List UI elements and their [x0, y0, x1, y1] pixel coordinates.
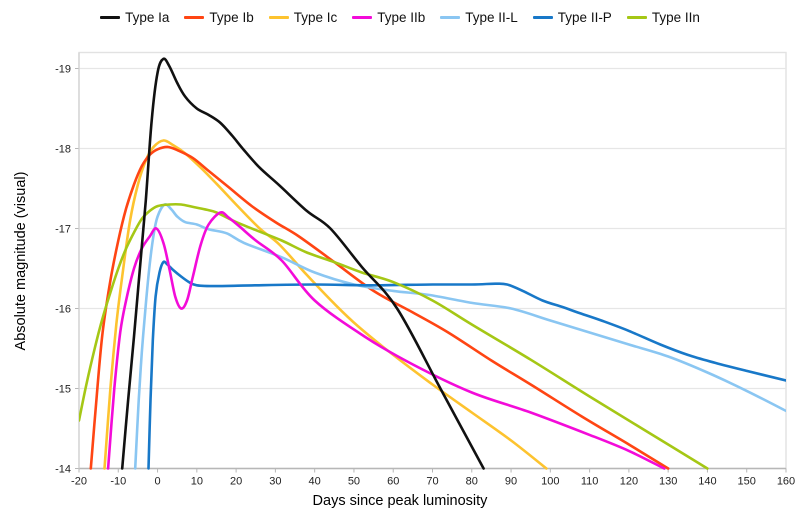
y-tick-label: -14 [55, 464, 71, 476]
legend-swatch [532, 15, 553, 19]
legend-swatch [268, 15, 289, 19]
x-tick-label: 140 [698, 476, 716, 488]
legend-item-type-ia: Type Ia [100, 10, 169, 25]
x-axis-label: Days since peak luminosity [312, 493, 488, 509]
y-tick-label: -17 [55, 224, 71, 236]
legend-item-type-ic: Type Ic [268, 9, 338, 25]
x-tick-label: 30 [269, 476, 281, 488]
series-line-type-iib [106, 210, 666, 470]
x-tick-label: 90 [505, 476, 517, 488]
y-tick-label: -18 [55, 144, 71, 156]
legend-item-type-ii-l: Type II-L [440, 10, 518, 25]
legend-swatch [100, 15, 121, 19]
x-tick-label: 160 [777, 476, 795, 488]
x-tick-label: 110 [581, 476, 599, 488]
legend-item-type-iib: Type IIb [352, 10, 425, 25]
x-tick-label: 50 [348, 476, 360, 488]
legend-item-type-iin: Type IIn [626, 9, 700, 25]
legend-label: Type Ib [209, 9, 254, 25]
series-line-type-ib [89, 145, 670, 470]
series-line-type-iin [79, 202, 709, 470]
legend-swatch [626, 15, 647, 19]
x-tick-label: 60 [387, 476, 399, 488]
y-tick-label: -15 [55, 384, 71, 396]
x-tick-label: 130 [659, 476, 677, 488]
x-tick-label: 150 [738, 476, 756, 488]
y-axis-label: Absolute magnitude (visual) [13, 171, 29, 351]
legend-label: Type Ic [293, 9, 338, 25]
x-tick-label: 100 [541, 476, 559, 488]
legend-swatch [184, 15, 205, 19]
chart-legend: Type Ia Type Ib Type Ic Type IIb Type II-L Ty… [0, 6, 800, 28]
y-tick-label: -19 [55, 64, 71, 76]
x-tick-label: 10 [191, 476, 203, 488]
x-tick-label: 0 [154, 476, 160, 488]
legend-label: Type IIn [651, 9, 700, 25]
legend-item-type-ii-p: Type II-P [532, 9, 612, 25]
legend-label: Type IIb [377, 9, 426, 25]
x-tick-label: 40 [309, 476, 321, 488]
plot-border [78, 51, 787, 470]
series-line-type-ii-l [133, 203, 786, 470]
x-tick-label: -10 [110, 476, 126, 488]
legend-item-type-ib: Type Ib [184, 9, 254, 25]
legend-label: Type Ia [125, 9, 170, 25]
legend-swatch [352, 15, 373, 19]
x-tick-label: 20 [230, 476, 242, 488]
legend-label: Type II-L [465, 9, 518, 25]
series-line-type-ia [120, 57, 485, 470]
x-tick-label: 80 [466, 476, 478, 488]
x-tick-label: 70 [426, 476, 438, 488]
legend-label: Type II-P [557, 9, 612, 25]
y-tick-label: -16 [55, 304, 71, 316]
x-tick-label: 120 [620, 476, 638, 488]
x-tick-label: -20 [71, 476, 87, 488]
legend-swatch [440, 15, 461, 19]
